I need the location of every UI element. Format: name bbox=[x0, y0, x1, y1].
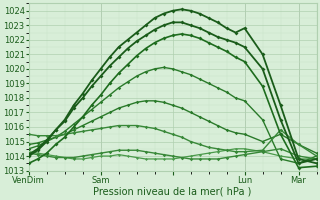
X-axis label: Pression niveau de la mer( hPa ): Pression niveau de la mer( hPa ) bbox=[93, 187, 252, 197]
